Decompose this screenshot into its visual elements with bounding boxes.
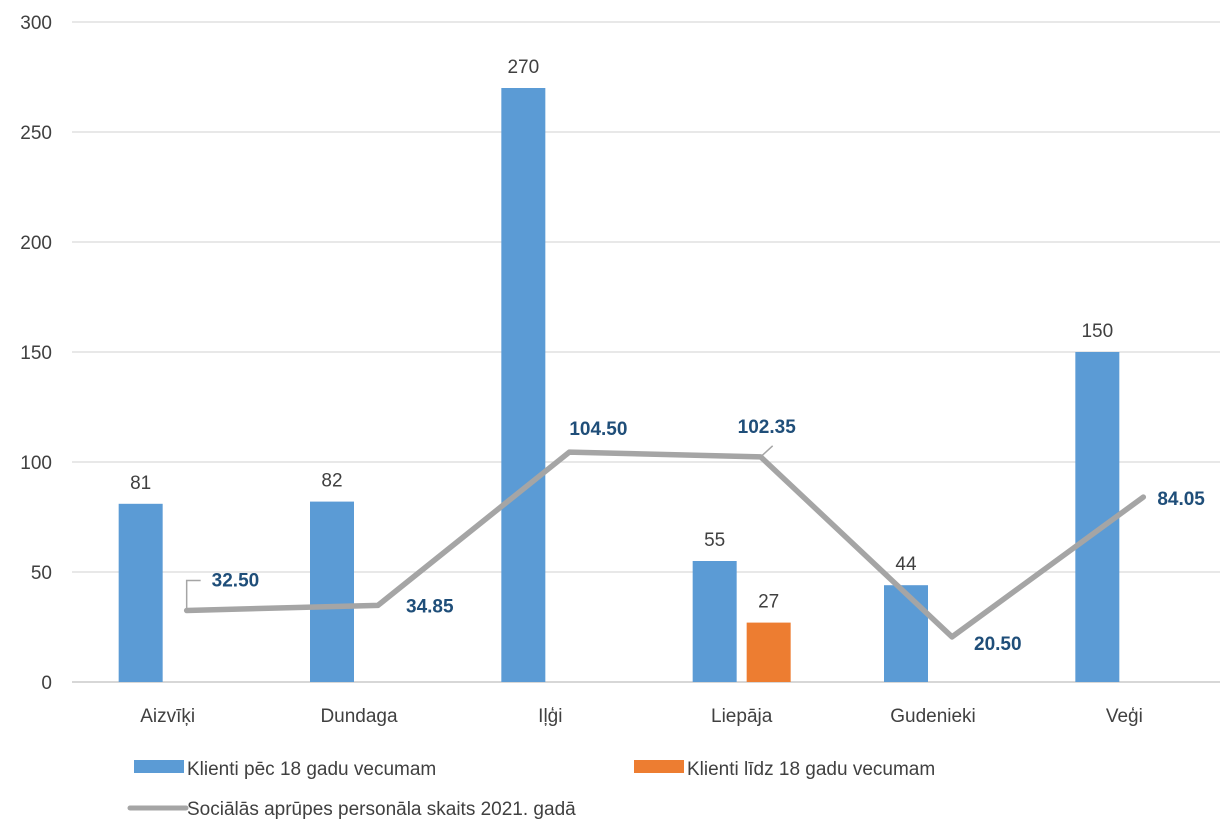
y-tick-label: 250 — [20, 123, 52, 144]
bar-clients-under-18 — [746, 622, 791, 682]
bar-clients-over-18 — [501, 88, 546, 682]
y-tick-label: 50 — [31, 563, 52, 584]
x-tick-label: Liepāja — [711, 706, 773, 727]
y-tick-label: 300 — [20, 13, 52, 34]
leader-line — [185, 579, 201, 611]
legend: Klienti pēc 18 gadu vecumam Klienti līdz … — [127, 759, 935, 820]
legend-label: Klienti pēc 18 gadu vecumam — [187, 759, 436, 780]
line-point — [567, 450, 571, 454]
y-axis: 0 50 100 150 200 250 300 — [20, 13, 52, 694]
x-axis: Aizvīķi Dundaga Iļģi Liepāja Gudenieki Veģi — [140, 706, 1143, 727]
bar-clients-over-18 — [310, 501, 354, 682]
legend-swatch-clients-over-18 — [134, 760, 184, 773]
bar-data-label: 81 — [130, 473, 151, 494]
data-labels: 81 82 270 55 27 44 150 32.50 34.85 104.50 102.35 20… — [130, 57, 1205, 655]
legend-label: Sociālās aprūpes personāla skaits 2021. … — [187, 799, 576, 820]
line-data-label: 102.35 — [738, 417, 797, 438]
line-point — [950, 635, 954, 639]
bar-data-label: 44 — [895, 554, 917, 575]
x-tick-label: Gudenieki — [890, 706, 976, 727]
x-tick-label: Veģi — [1106, 706, 1143, 727]
legend-label: Klienti līdz 18 gadu vecumam — [687, 759, 935, 780]
y-tick-label: 150 — [20, 343, 52, 364]
x-tick-label: Dundaga — [320, 706, 398, 727]
x-tick-label: Aizvīķi — [140, 706, 195, 727]
bar-clients-over-18 — [692, 561, 737, 682]
line-data-label: 20.50 — [974, 634, 1022, 655]
y-tick-label: 200 — [20, 233, 52, 254]
bar-data-label: 82 — [321, 471, 342, 492]
x-tick-label: Iļģi — [538, 706, 562, 727]
legend-swatch-clients-under-18 — [634, 760, 684, 773]
line-data-label: 34.85 — [406, 596, 454, 617]
bars — [118, 88, 1120, 682]
line-point — [376, 603, 380, 607]
bar-clients-over-18 — [884, 585, 928, 682]
bar-data-label: 150 — [1081, 321, 1113, 342]
gridlines — [72, 21, 1220, 683]
bar-data-label: 27 — [758, 592, 779, 613]
line-point — [1141, 495, 1145, 499]
line-data-label: 104.50 — [569, 419, 627, 440]
bar-data-label: 55 — [704, 530, 725, 551]
line-staff-count — [183, 449, 1147, 640]
line-data-label: 84.05 — [1157, 489, 1205, 510]
bar-clients-over-18 — [118, 503, 163, 682]
bar-data-label: 270 — [507, 57, 539, 78]
y-tick-label: 0 — [41, 673, 52, 694]
y-tick-label: 100 — [20, 453, 52, 474]
leader-line — [760, 445, 774, 458]
line-data-label: 32.50 — [212, 571, 260, 592]
